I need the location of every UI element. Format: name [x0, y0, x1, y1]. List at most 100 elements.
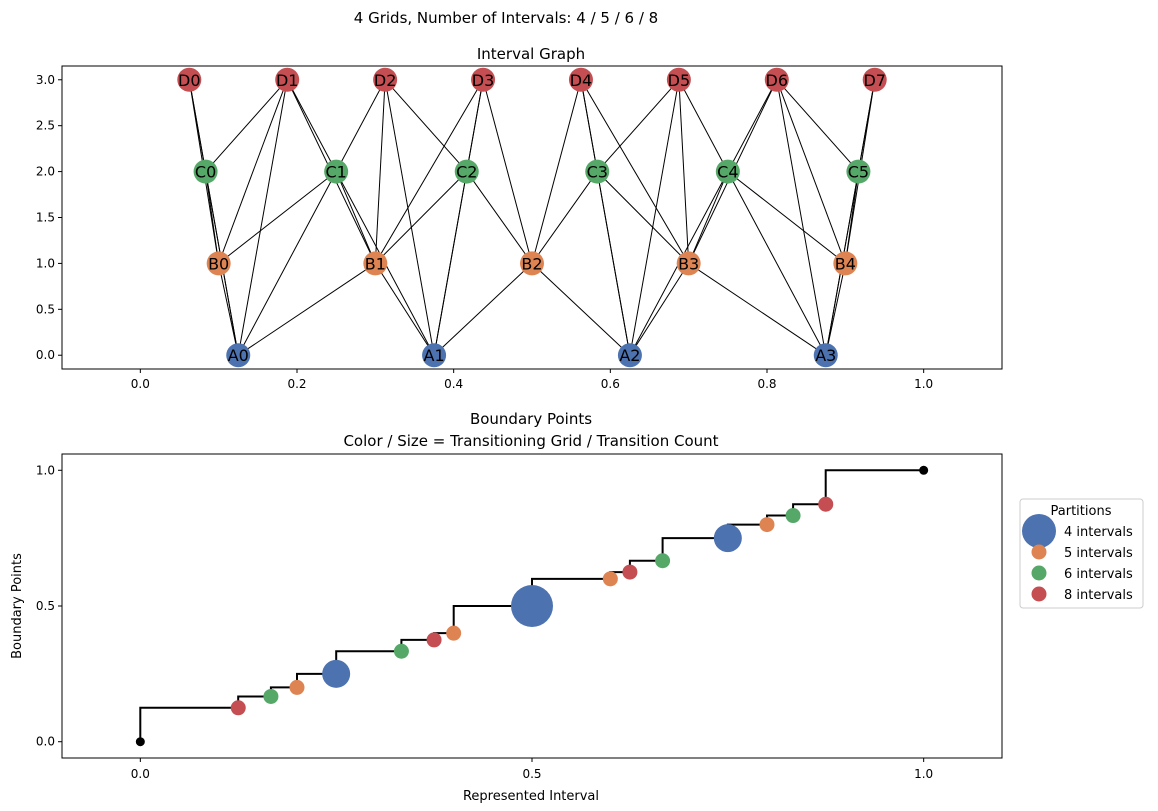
edge-c0-d0 — [188, 79, 207, 172]
edge-c0-d1 — [205, 79, 288, 172]
edge-b1-c2 — [374, 171, 468, 264]
x-tick-label: 1.0 — [914, 767, 933, 781]
endpoint-marker — [919, 465, 929, 475]
edge-c5-d6 — [776, 79, 859, 172]
interval-graph-edges — [188, 79, 876, 356]
edge-b2-d4 — [531, 79, 582, 264]
edge-b1-d2 — [374, 79, 386, 264]
boundary-point-5-intervals — [446, 625, 462, 641]
y-axis-label: Boundary Points — [10, 553, 25, 659]
y-tick-label: 2.5 — [36, 119, 55, 133]
node-label-d1: D1 — [276, 71, 299, 90]
y-tick-label: 1.0 — [36, 256, 55, 270]
legend-label-6-intervals: 6 intervals — [1064, 567, 1133, 582]
x-tick-label: 0.0 — [131, 767, 150, 781]
node-label-b4: B4 — [835, 254, 856, 273]
edge-a0-d1 — [237, 79, 288, 356]
legend-label-8-intervals: 8 intervals — [1064, 588, 1133, 603]
x-tick-label: 0.5 — [522, 767, 541, 781]
node-b2 — [520, 251, 544, 276]
edge-b2-c3 — [531, 171, 598, 264]
boundary-point-6-intervals — [655, 553, 671, 569]
y-tick-label: 2.0 — [36, 165, 55, 179]
figure-suptitle: 4 Grids, Number of Intervals: 4 / 5 / 6 … — [354, 9, 658, 27]
node-label-c1: C1 — [325, 163, 346, 182]
boundary-points-axes: 0.0 0.5 1.0 0.0 0.5 1.0 — [36, 463, 933, 781]
boundary-point-6-intervals — [393, 643, 409, 659]
y-tick-label: 1.5 — [36, 211, 55, 225]
boundary-point-4-intervals — [713, 524, 742, 553]
x-tick-label: 0.8 — [757, 377, 776, 391]
edge-a3-d6 — [776, 79, 827, 356]
edge-b4-d6 — [776, 79, 846, 264]
edge-c2-d3 — [466, 79, 484, 172]
boundary-point-4-intervals — [511, 585, 553, 627]
y-tick-label: 0.0 — [36, 348, 55, 362]
edge-b3-c3 — [596, 171, 690, 264]
edge-c1-d2 — [335, 79, 386, 172]
boundary-points-panel: Boundary Points Color / Size = Transitio… — [10, 410, 1003, 804]
edge-b2-c2 — [466, 171, 533, 264]
node-c3 — [585, 159, 610, 184]
x-tick-label: 0.6 — [601, 377, 620, 391]
node-b4 — [833, 251, 858, 276]
node-d7 — [862, 67, 887, 92]
node-label-c0: C0 — [195, 163, 216, 182]
node-d4 — [568, 67, 593, 92]
node-d6 — [764, 67, 789, 92]
edge-a3-c4 — [727, 171, 827, 356]
node-c5 — [846, 159, 871, 184]
edge-a2-b2 — [531, 263, 631, 356]
node-label-d7: D7 — [863, 71, 886, 90]
node-b3 — [676, 251, 701, 276]
edge-c3-d4 — [580, 79, 598, 172]
node-label-d6: D6 — [766, 71, 789, 90]
node-label-a1: A1 — [424, 346, 445, 365]
x-tick-label: 0.4 — [444, 377, 463, 391]
node-c0 — [193, 159, 218, 184]
node-label-c3: C3 — [587, 163, 608, 182]
edge-c1-d1 — [286, 79, 337, 172]
legend-label-5-intervals: 5 intervals — [1064, 546, 1133, 561]
y-tick-label: 0.0 — [36, 735, 55, 749]
legend-title: Partitions — [1051, 504, 1112, 519]
boundary-point-5-intervals — [289, 679, 305, 695]
legend-marker-8-intervals — [1031, 586, 1047, 602]
edge-c3-d5 — [596, 79, 680, 172]
boundary-point-6-intervals — [785, 508, 801, 524]
node-label-a0: A0 — [228, 346, 249, 365]
legend-entries: 4 intervals 5 intervals 6 intervals 8 inter… — [1022, 514, 1133, 603]
node-d5 — [666, 67, 691, 92]
edge-b3-d4 — [580, 79, 690, 264]
edge-a3-b3 — [688, 262, 827, 356]
node-label-b0: B0 — [208, 254, 229, 273]
partitions-legend: Partitions 4 intervals 5 intervals 6 inter… — [1019, 498, 1144, 609]
x-tick-label: 0.0 — [131, 377, 150, 391]
legend-marker-5-intervals — [1031, 544, 1047, 560]
node-d1 — [275, 67, 300, 92]
boundary-point-4-intervals — [322, 659, 351, 688]
boundary-point-8-intervals — [622, 564, 638, 580]
node-label-d0: D0 — [178, 71, 201, 90]
node-d2 — [373, 67, 398, 92]
boundary-points-title: Boundary Points — [470, 410, 592, 428]
endpoint-marker — [135, 737, 145, 747]
x-axis-label: Represented Interval — [463, 789, 599, 804]
edge-a2-b3 — [629, 263, 690, 356]
node-b0 — [206, 251, 231, 276]
node-c2 — [454, 159, 479, 184]
edge-b0-d1 — [218, 79, 288, 264]
node-label-c2: C2 — [456, 163, 477, 182]
edge-b3-d5 — [678, 79, 690, 264]
node-c1 — [324, 159, 349, 184]
edge-a1-b1 — [374, 263, 435, 356]
edge-a3-b4 — [825, 263, 846, 356]
edge-b2-d3 — [482, 79, 533, 264]
node-label-b2: B2 — [521, 254, 542, 273]
y-tick-label: 1.0 — [36, 463, 55, 477]
interval-graph-axes: 0.0 0.2 0.4 0.6 0.8 1.0 0.0 0.5 1.0 1.5 2.0 2.5 3.0 — [36, 73, 933, 391]
x-tick-label: 1.0 — [914, 377, 933, 391]
node-label-b3: B3 — [678, 254, 699, 273]
interval-graph-frame — [61, 65, 1003, 370]
